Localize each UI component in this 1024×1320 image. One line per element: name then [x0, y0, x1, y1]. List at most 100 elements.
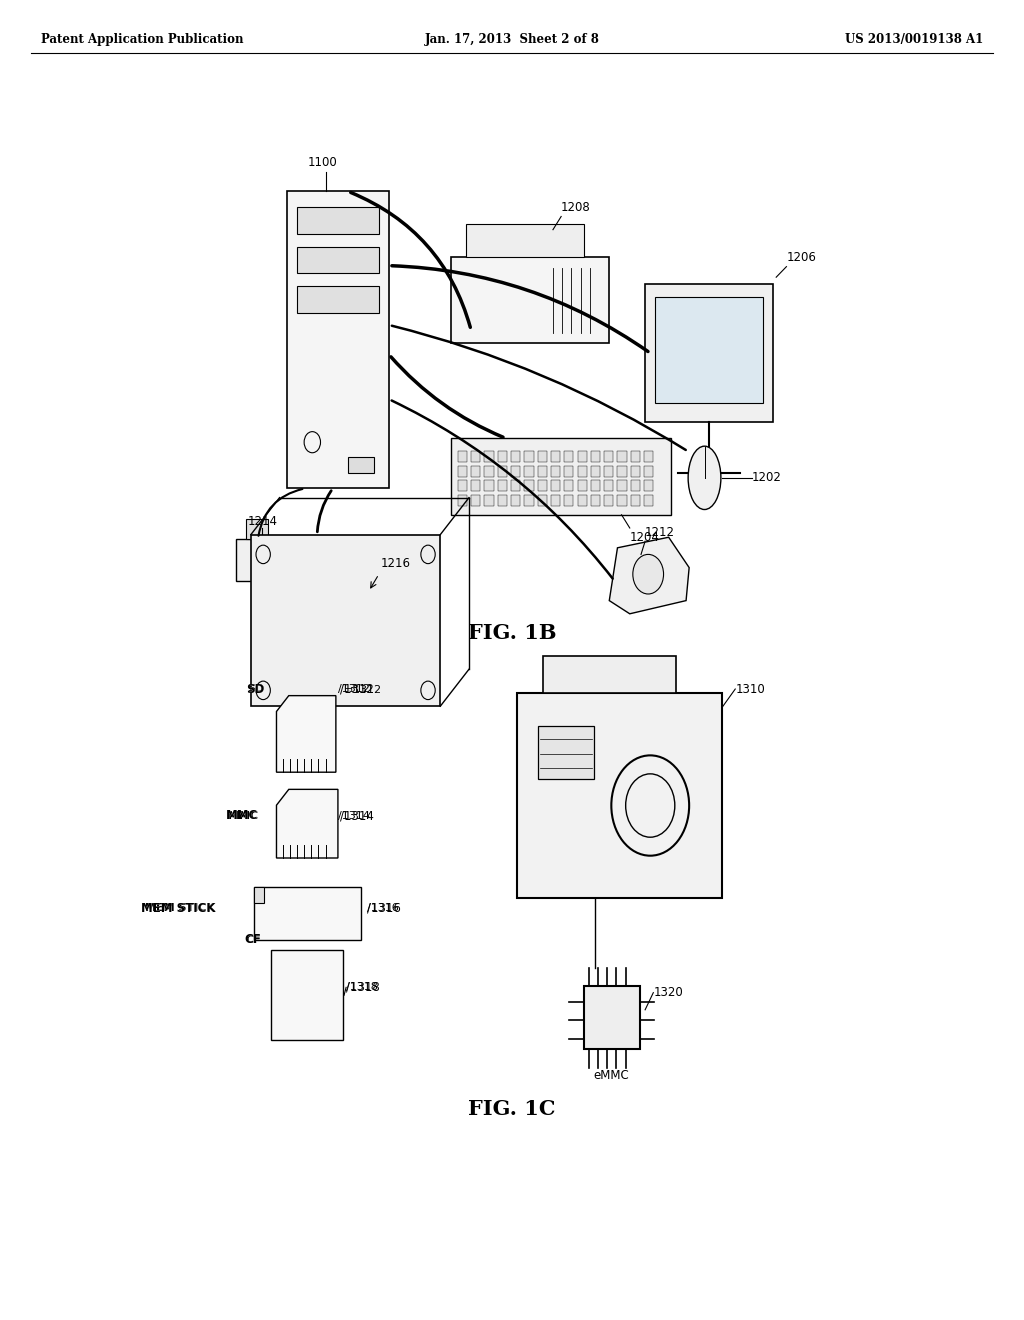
Bar	[617, 466, 627, 477]
Bar	[604, 466, 613, 477]
Polygon shape	[276, 696, 336, 772]
Text: /1312: /1312	[340, 682, 374, 696]
Bar	[471, 480, 480, 491]
Bar	[458, 451, 467, 462]
Bar	[631, 466, 640, 477]
Bar	[498, 466, 507, 477]
Bar	[498, 495, 507, 506]
Bar	[471, 495, 480, 506]
Bar	[458, 480, 467, 491]
Text: FIG. 1B: FIG. 1B	[468, 623, 556, 643]
Text: /1318: /1318	[346, 981, 380, 994]
Bar	[591, 451, 600, 462]
Text: /1314: /1314	[338, 810, 370, 821]
Bar	[564, 480, 573, 491]
Bar	[644, 451, 653, 462]
Bar	[511, 451, 520, 462]
Text: CF: CF	[245, 933, 261, 946]
Text: /1316: /1316	[367, 902, 400, 915]
Ellipse shape	[633, 554, 664, 594]
Bar	[591, 466, 600, 477]
Text: Jan. 17, 2013  Sheet 2 of 8: Jan. 17, 2013 Sheet 2 of 8	[425, 33, 599, 46]
Bar	[584, 986, 640, 1049]
Bar	[297, 247, 379, 273]
Ellipse shape	[688, 446, 721, 510]
Text: 1214: 1214	[248, 515, 278, 528]
Text: 1202: 1202	[752, 471, 781, 484]
Bar	[644, 480, 653, 491]
Polygon shape	[276, 789, 338, 858]
Bar	[617, 495, 627, 506]
Bar	[538, 726, 594, 779]
Text: 1204: 1204	[630, 531, 659, 544]
Text: CF: CF	[246, 935, 261, 945]
Bar	[471, 451, 480, 462]
Bar	[524, 466, 534, 477]
Bar	[511, 495, 520, 506]
Text: 1206: 1206	[786, 251, 816, 264]
Bar	[451, 438, 671, 515]
Bar	[604, 495, 613, 506]
Bar	[451, 257, 609, 343]
Bar	[251, 535, 440, 706]
Bar	[246, 519, 268, 539]
Bar	[551, 466, 560, 477]
Bar	[466, 224, 584, 257]
Polygon shape	[254, 887, 264, 903]
Bar	[564, 451, 573, 462]
Bar	[645, 284, 773, 422]
Bar	[591, 480, 600, 491]
Bar	[644, 466, 653, 477]
Bar	[604, 451, 613, 462]
Bar	[484, 466, 494, 477]
Text: FIG. 1C: FIG. 1C	[468, 1100, 556, 1119]
Text: CF: CF	[245, 933, 261, 946]
Bar	[578, 480, 587, 491]
Text: /1316: /1316	[367, 903, 398, 913]
Text: $\neg$1312: $\neg$1312	[343, 682, 382, 696]
Bar	[297, 286, 379, 313]
Bar	[517, 693, 722, 898]
Bar	[564, 495, 573, 506]
Bar	[236, 539, 282, 581]
Bar	[254, 887, 361, 940]
Text: MMC: MMC	[226, 809, 258, 822]
Bar	[543, 656, 676, 693]
Text: MEM STICK: MEM STICK	[145, 903, 215, 913]
Bar	[271, 950, 343, 1040]
Text: SD: SD	[246, 682, 264, 696]
Bar	[458, 466, 467, 477]
Bar	[484, 495, 494, 506]
Text: US 2013/0019138 A1: US 2013/0019138 A1	[845, 33, 983, 46]
Bar	[538, 451, 547, 462]
Text: eMMC: eMMC	[594, 1069, 629, 1082]
Text: SD: SD	[246, 682, 264, 696]
Bar	[631, 480, 640, 491]
Text: MMC: MMC	[226, 809, 258, 822]
Text: 1216: 1216	[381, 557, 411, 570]
Bar	[644, 495, 653, 506]
Polygon shape	[609, 537, 689, 614]
Bar	[484, 480, 494, 491]
Text: /1318: /1318	[346, 982, 378, 993]
Bar	[551, 451, 560, 462]
Bar	[578, 466, 587, 477]
Bar	[631, 495, 640, 506]
Bar	[458, 495, 467, 506]
Bar	[471, 466, 480, 477]
Text: MMC: MMC	[228, 810, 258, 821]
Bar	[524, 480, 534, 491]
Bar	[631, 451, 640, 462]
Bar	[551, 495, 560, 506]
Text: MEM STICK: MEM STICK	[140, 902, 215, 915]
Text: /1314: /1314	[340, 809, 374, 822]
Bar	[348, 457, 374, 473]
Bar	[578, 495, 587, 506]
Text: MEM STICK: MEM STICK	[140, 902, 215, 915]
Bar	[551, 480, 560, 491]
Text: 1100: 1100	[307, 156, 337, 169]
Bar	[604, 480, 613, 491]
Bar	[617, 480, 627, 491]
Bar	[484, 451, 494, 462]
Text: /1312: /1312	[338, 684, 370, 694]
